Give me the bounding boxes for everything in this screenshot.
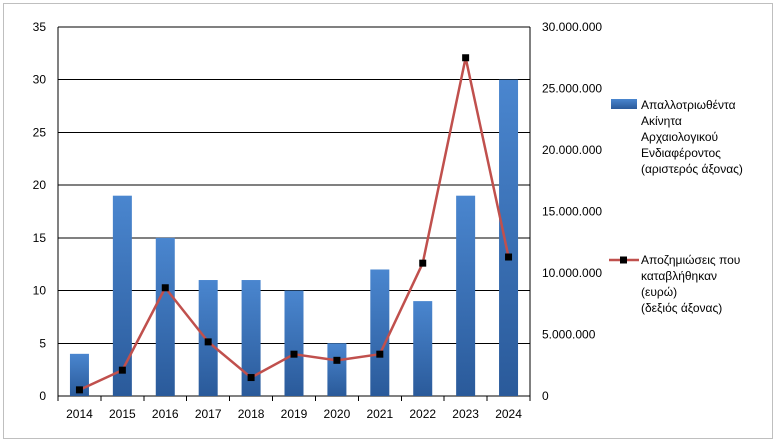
right-axis-tick-label: 5.000.000 xyxy=(542,328,596,342)
line-marker xyxy=(462,54,470,62)
right-axis-tick-label: 15.000.000 xyxy=(542,205,602,219)
x-axis-tick-label: 2018 xyxy=(238,407,265,421)
legend-line-marker xyxy=(620,256,627,264)
legend-line-label: Αποζημιώσεις που xyxy=(641,253,740,267)
bar xyxy=(198,280,218,396)
legend: Απαλλοτριωθέντα Ακίνητα Αρχαιολογικού Ενδια… xyxy=(609,98,743,315)
bar xyxy=(284,290,304,396)
x-axis-tick-label: 2022 xyxy=(409,407,436,421)
legend-line-label: καταβλήθηκαν xyxy=(641,269,717,283)
legend-bar-label: Αρχαιολογικού xyxy=(641,130,718,144)
bar xyxy=(499,79,519,396)
x-axis-tick-label: 2016 xyxy=(152,407,179,421)
legend-line-label: (ευρώ) xyxy=(641,285,677,299)
line-marker xyxy=(290,350,298,358)
line-marker xyxy=(161,284,169,292)
line-marker xyxy=(247,374,255,382)
line-marker xyxy=(204,338,212,346)
line-series xyxy=(75,54,513,394)
left-axis-tick-label: 30 xyxy=(33,73,47,87)
left-axis-tick-label: 5 xyxy=(39,336,46,350)
x-axis-tick-label: 2023 xyxy=(452,407,479,421)
legend-bar-label: (αριστερός άξονας) xyxy=(641,162,743,176)
legend-line-label: (δεξιός άξονας) xyxy=(641,301,722,315)
line-marker xyxy=(376,350,384,358)
right-axis-tick-label: 30.000.000 xyxy=(542,20,602,34)
left-axis-tick-label: 0 xyxy=(39,389,46,403)
x-axis-tick-label: 2017 xyxy=(195,407,222,421)
bar xyxy=(112,195,132,396)
x-axis-tick-label: 2019 xyxy=(281,407,308,421)
x-axis-tick-label: 2014 xyxy=(66,407,93,421)
legend-bar-label: Ενδιαφέροντος xyxy=(641,146,721,160)
right-axis-tick-label: 25.000.000 xyxy=(542,82,602,96)
left-axis-tick-label: 15 xyxy=(33,231,47,245)
right-axis-tick-label: 10.000.000 xyxy=(542,266,602,280)
x-axis-tick-label: 2020 xyxy=(324,407,351,421)
bar xyxy=(327,343,347,396)
line-marker xyxy=(505,253,513,261)
bar xyxy=(69,353,89,396)
bar xyxy=(370,269,390,396)
line-marker xyxy=(118,366,126,374)
x-axis-tick-label: 2015 xyxy=(109,407,136,421)
line-marker xyxy=(419,259,427,267)
x-axis-tick-label: 2024 xyxy=(495,407,522,421)
axes: 0 5 10 15 20 25 30 35 0 5.000.000 10.000.000 15.000… xyxy=(33,20,603,421)
line-marker xyxy=(75,386,83,394)
left-axis-tick-label: 35 xyxy=(33,20,47,34)
bar xyxy=(155,237,175,396)
legend-bar-label: Απαλλοτριωθέντα xyxy=(641,98,736,112)
line-marker xyxy=(333,356,341,364)
left-axis-tick-label: 20 xyxy=(33,178,47,192)
bar xyxy=(456,195,476,396)
legend-bar-label: Ακίνητα xyxy=(641,114,682,128)
left-axis-tick-label: 10 xyxy=(33,284,47,298)
bar-series xyxy=(69,79,519,396)
bar xyxy=(241,280,261,396)
right-axis-tick-label: 20.000.000 xyxy=(542,143,602,157)
x-axis-tick-label: 2021 xyxy=(366,407,393,421)
left-axis-tick-label: 25 xyxy=(33,125,47,139)
legend-bar-swatch xyxy=(611,99,637,109)
right-axis-tick-label: 0 xyxy=(542,389,549,403)
bar xyxy=(413,301,433,396)
